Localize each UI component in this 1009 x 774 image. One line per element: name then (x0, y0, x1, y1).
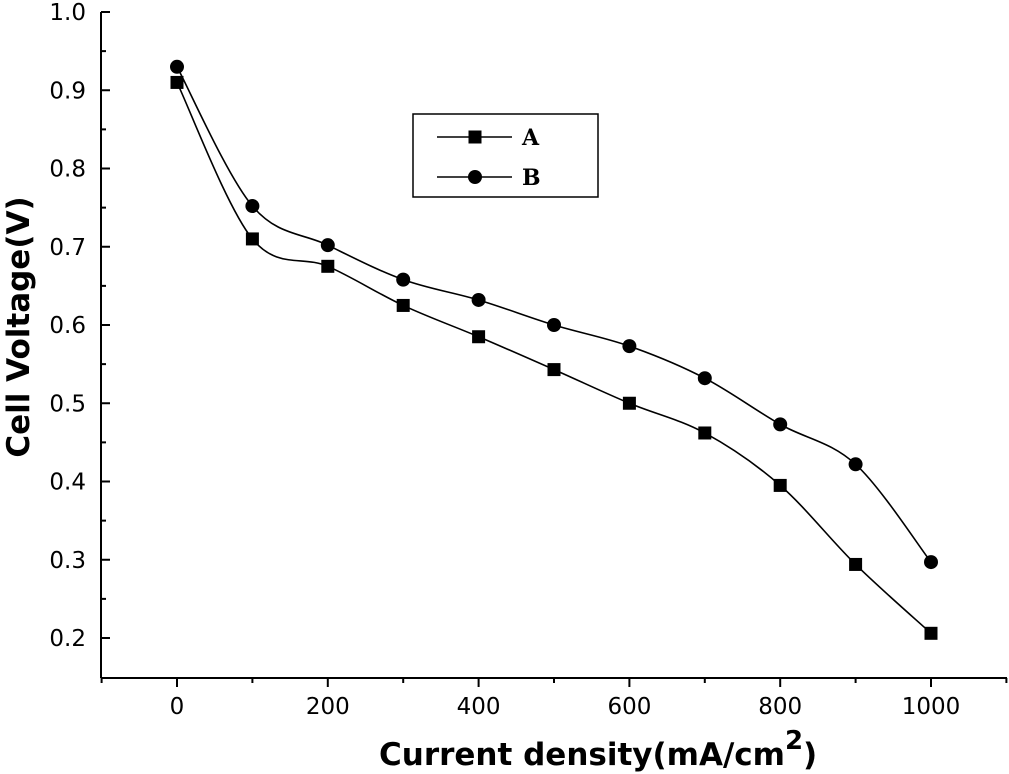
x-axis-title: Current density(mA/cm2) (379, 726, 817, 773)
x-tick-label: 0 (170, 694, 185, 720)
series-b-point (320, 238, 335, 253)
series-b-point (773, 417, 788, 432)
x-tick-label: 200 (306, 694, 350, 720)
x-tick-label: 400 (457, 694, 501, 720)
x-tick-label: 1000 (902, 694, 961, 720)
y-tick-label: 0.8 (49, 157, 86, 183)
legend-marker-a (468, 130, 482, 144)
y-axis-title: Cell Voltage(V) (1, 196, 37, 457)
series-a-point (170, 75, 184, 89)
x-axis-title-close: ) (803, 737, 817, 773)
series-b-point (697, 371, 712, 386)
legend-marker-b (468, 170, 482, 184)
series-a-point (849, 557, 863, 571)
x-tick-label: 600 (607, 694, 651, 720)
series-a-point (698, 426, 712, 440)
y-tick-label: 0.2 (49, 626, 86, 652)
series-a-point (396, 298, 410, 312)
legend-label-a: A (521, 125, 540, 151)
series-b-point (245, 199, 260, 214)
series-b-point (622, 339, 637, 354)
series-markers (170, 59, 938, 640)
legend-box (412, 113, 599, 198)
y-tick-label: 0.5 (49, 391, 86, 417)
y-tick-label: 0.6 (49, 313, 86, 339)
series-b-point (924, 555, 938, 570)
series-b-point (396, 272, 411, 287)
series-a-point (321, 259, 335, 273)
y-tick-label: 0.3 (49, 548, 86, 574)
x-tick-label: 800 (758, 694, 802, 720)
series-b-point (471, 292, 486, 307)
y-tick-label: 1.0 (49, 0, 86, 26)
series-b-point (547, 318, 561, 332)
series-a-point (773, 478, 787, 492)
series-a-point (472, 330, 486, 344)
series-a-point (924, 626, 938, 640)
axes: 0.2 0.3 0.4 0.5 0.6 0.7 0.8 0.9 1.0 0 200 400 600 800… (49, 0, 1008, 720)
series-a-point (622, 396, 636, 410)
y-tick-label: 0.9 (49, 78, 86, 104)
legend-label-b: B (522, 165, 541, 191)
y-tick-label: 0.4 (49, 470, 86, 496)
series-b-point (848, 457, 863, 472)
series-a-point (245, 232, 259, 246)
series-a-point (547, 363, 561, 377)
x-axis-title-superscript: 2 (785, 726, 803, 756)
legend: AB (412, 113, 599, 198)
y-tick-label: 0.7 (49, 235, 86, 261)
series-b-point (170, 59, 184, 74)
x-axis-title-main: Current density(mA/cm (379, 737, 785, 773)
